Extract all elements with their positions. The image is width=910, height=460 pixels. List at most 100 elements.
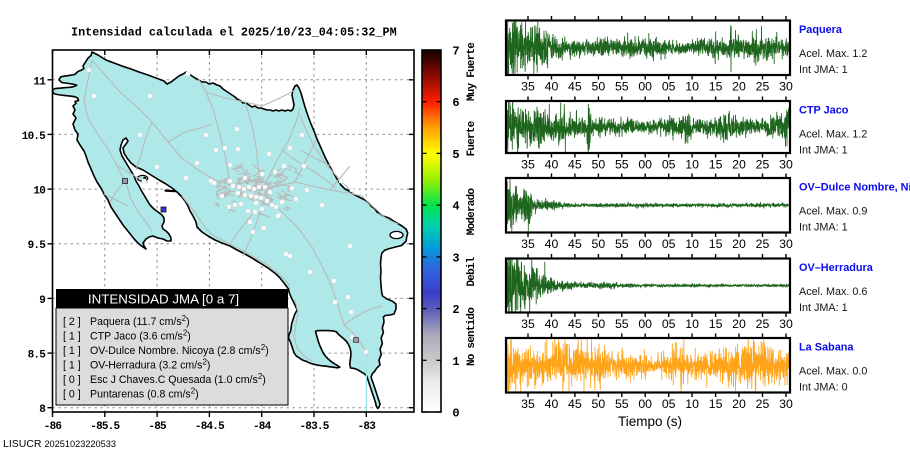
svg-text:00: 00 (638, 158, 652, 172)
svg-text:25: 25 (756, 397, 770, 411)
svg-text:8.5: 8.5 (28, 350, 47, 362)
svg-text:9: 9 (39, 295, 45, 307)
svg-text:CTP Jaco: CTP Jaco (799, 105, 849, 117)
svg-text:[ 1 ]: [ 1 ] (63, 331, 81, 343)
svg-text:-84: -84 (253, 421, 272, 433)
svg-text:45: 45 (568, 317, 582, 331)
svg-text:[ 2 ]: [ 2 ] (63, 316, 81, 328)
svg-text:25: 25 (756, 158, 770, 172)
svg-text:10: 10 (685, 158, 699, 172)
svg-text:50: 50 (592, 317, 606, 331)
svg-text:35: 35 (521, 317, 535, 331)
svg-text:No sentido: No sentido (466, 307, 478, 366)
svg-text:[ 0 ]: [ 0 ] (63, 374, 81, 386)
svg-text:30: 30 (779, 397, 793, 411)
svg-text:15: 15 (709, 397, 723, 411)
svg-text:La Sabana: La Sabana (799, 342, 854, 354)
svg-text:10: 10 (685, 317, 699, 331)
svg-text:30: 30 (779, 317, 793, 331)
svg-text:50: 50 (592, 158, 606, 172)
svg-text:20: 20 (732, 158, 746, 172)
svg-text:35: 35 (521, 397, 535, 411)
svg-text:Int JMA: 1: Int JMA: 1 (799, 145, 848, 157)
svg-text:45: 45 (568, 80, 582, 94)
svg-text:05: 05 (662, 158, 676, 172)
svg-text:Intensidad calculada el 2025/1: Intensidad calculada el 2025/10/23_04:05… (71, 26, 397, 40)
svg-text:40: 40 (545, 158, 559, 172)
svg-text:Muy Fuerte: Muy Fuerte (466, 42, 478, 101)
svg-text:00: 00 (638, 317, 652, 331)
svg-text:30: 30 (779, 80, 793, 94)
svg-text:1: 1 (452, 355, 459, 369)
svg-text:0: 0 (452, 407, 459, 421)
svg-text:Paquera: Paquera (799, 24, 843, 36)
svg-text:Fuerte: Fuerte (466, 120, 478, 156)
svg-text:55: 55 (615, 237, 629, 251)
svg-text:40: 40 (545, 317, 559, 331)
svg-text:Int JMA: 1: Int JMA: 1 (799, 222, 848, 234)
svg-text:[ 1 ]: [ 1 ] (63, 360, 81, 372)
svg-text:50: 50 (592, 237, 606, 251)
svg-text:[ 1 ]: [ 1 ] (63, 345, 81, 357)
svg-text:45: 45 (568, 397, 582, 411)
svg-text:20: 20 (732, 397, 746, 411)
svg-text:OV–Dulce Nombre, Nico: OV–Dulce Nombre, Nico (799, 182, 910, 194)
svg-text:Acel. Max. 1.2: Acel. Max. 1.2 (799, 129, 867, 141)
svg-text:00: 00 (638, 80, 652, 94)
svg-text:55: 55 (615, 80, 629, 94)
svg-text:-83.5: -83.5 (299, 421, 329, 433)
svg-text:05: 05 (662, 80, 676, 94)
svg-text:6: 6 (452, 96, 459, 110)
svg-text:-84.5: -84.5 (195, 421, 225, 433)
svg-text:10: 10 (685, 237, 699, 251)
svg-text:7: 7 (452, 45, 459, 59)
svg-text:9.5: 9.5 (28, 240, 47, 252)
svg-text:-85: -85 (148, 421, 167, 433)
svg-text:-83: -83 (358, 421, 377, 433)
svg-text:Acel. Max. 0.6: Acel. Max. 0.6 (799, 286, 867, 298)
svg-text:10.5: 10.5 (22, 131, 46, 143)
svg-text:40: 40 (545, 397, 559, 411)
svg-text:35: 35 (521, 80, 535, 94)
svg-text:2: 2 (452, 303, 459, 317)
svg-text:10: 10 (685, 397, 699, 411)
svg-text:05: 05 (662, 237, 676, 251)
svg-text:-86: -86 (44, 421, 62, 433)
svg-text:55: 55 (615, 317, 629, 331)
svg-text:3: 3 (452, 251, 459, 265)
svg-text:CTP Jaco (3.6 cm/s2): CTP Jaco (3.6 cm/s2) (90, 329, 191, 343)
svg-text:20: 20 (732, 317, 746, 331)
svg-text:Paquera (11.7 cm/s2): Paquera (11.7 cm/s2) (90, 314, 190, 328)
svg-text:35: 35 (521, 237, 535, 251)
svg-text:INTENSIDAD JMA [0 a 7]: INTENSIDAD JMA [0 a 7] (88, 292, 239, 307)
svg-text:10: 10 (685, 80, 699, 94)
svg-text:15: 15 (709, 158, 723, 172)
svg-text:Debil: Debil (466, 256, 478, 286)
svg-text:05: 05 (662, 397, 676, 411)
svg-text:25: 25 (756, 237, 770, 251)
svg-text:OV-Herradura (3.2 cm/s2): OV-Herradura (3.2 cm/s2) (90, 358, 210, 372)
svg-text:25: 25 (756, 317, 770, 331)
svg-text:11: 11 (33, 76, 46, 88)
svg-text:40: 40 (545, 80, 559, 94)
svg-text:5: 5 (452, 148, 459, 162)
svg-text:Esc J Chaves.C Quesada (1.0 cm: Esc J Chaves.C Quesada (1.0 cm/s2) (90, 372, 266, 386)
svg-text:Int JMA: 0: Int JMA: 0 (799, 382, 848, 394)
svg-text:50: 50 (592, 80, 606, 94)
svg-text:05: 05 (662, 317, 676, 331)
svg-text:Tiempo (s): Tiempo (s) (618, 414, 682, 429)
svg-text:[ 0 ]: [ 0 ] (63, 389, 81, 401)
svg-text:35: 35 (521, 158, 535, 172)
svg-text:Puntarenas (0.8 cm/s2): Puntarenas (0.8 cm/s2) (90, 387, 199, 401)
svg-text:30: 30 (779, 158, 793, 172)
svg-text:15: 15 (709, 237, 723, 251)
svg-text:Acel. Max. 0.9: Acel. Max. 0.9 (799, 206, 867, 218)
svg-text:15: 15 (709, 80, 723, 94)
svg-text:Acel. Max. 1.2: Acel. Max. 1.2 (799, 48, 867, 60)
svg-text:45: 45 (568, 237, 582, 251)
svg-text:LISUCR 20251023220533: LISUCR 20251023220533 (3, 438, 116, 450)
svg-text:8: 8 (39, 404, 46, 416)
svg-text:Int JMA: 1: Int JMA: 1 (799, 64, 848, 76)
svg-text:55: 55 (615, 158, 629, 172)
svg-text:30: 30 (779, 237, 793, 251)
